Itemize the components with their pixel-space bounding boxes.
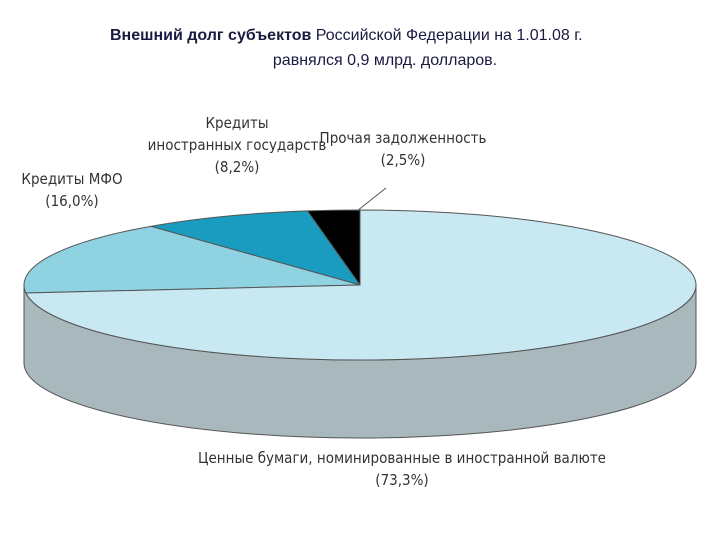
chart-title: равнялся 0,9 млрд. долларов. (273, 52, 497, 69)
value-label: (2,5%) (381, 151, 426, 169)
leader-line (356, 187, 387, 212)
title-part: Внешний долг субъектов (110, 27, 311, 44)
title-part: Российской Федерации на 1.01.08 г. (316, 27, 583, 44)
slice-label: Кредиты (205, 114, 268, 132)
slice-label: иностранных государств (148, 136, 327, 154)
value-label: (8,2%) (215, 158, 260, 176)
pie-slice (23, 225, 361, 294)
labels: Прочая задолженность (2,5%) Кредиты иностра… (21, 114, 606, 489)
pie (23, 209, 697, 439)
slice-label: Ценные бумаги, номинированные в иностран… (198, 449, 606, 467)
chart-title: Внешний долг субъектов Российской Федера… (110, 27, 583, 44)
value-label: (73,3%) (375, 471, 428, 489)
slice-label: Кредиты МФО (21, 170, 122, 188)
value-label: (16,0%) (45, 192, 98, 210)
slice-label: Прочая задолженность (320, 129, 487, 147)
pie-slice (150, 210, 362, 286)
pie-slice (25, 209, 697, 361)
